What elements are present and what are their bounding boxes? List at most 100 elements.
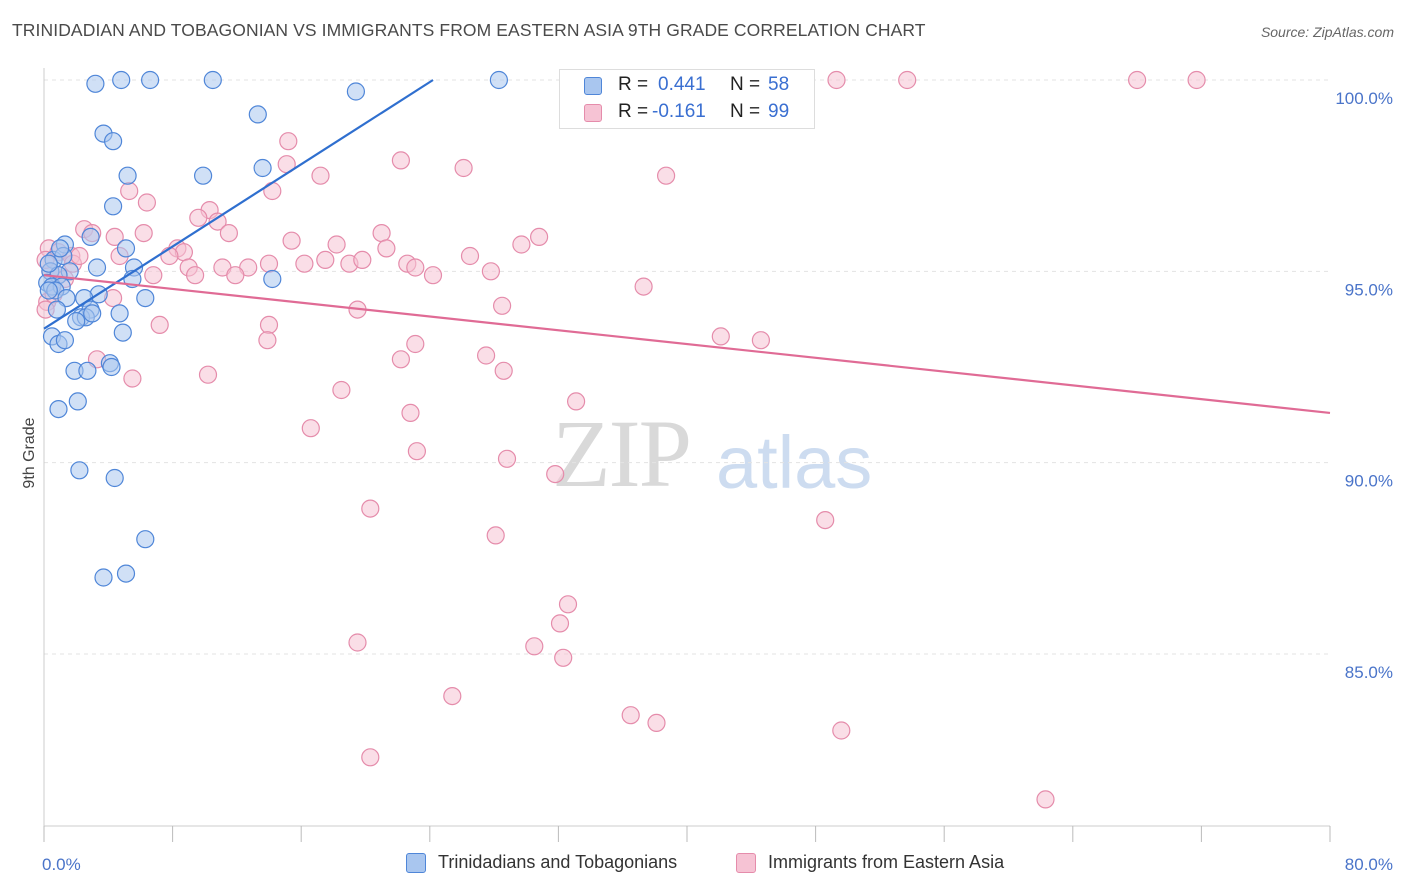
data-point (103, 197, 123, 216)
data-point (525, 637, 544, 656)
data-point (186, 266, 205, 285)
data-point (711, 327, 730, 346)
r-label: R = (618, 101, 649, 122)
bottom-legend-label: Immigrants from Eastern Asia (768, 852, 1005, 872)
data-point (141, 70, 160, 90)
data-point (353, 250, 372, 269)
data-point (443, 686, 462, 706)
data-point (406, 334, 425, 354)
data-point (372, 224, 391, 243)
data-point (102, 357, 121, 377)
data-point (1127, 70, 1147, 90)
data-point (512, 235, 531, 254)
data-point (123, 369, 142, 388)
data-point (558, 595, 578, 614)
data-point (144, 266, 163, 285)
blue-legend-square (406, 853, 426, 873)
data-point (391, 151, 410, 170)
data-point (816, 510, 835, 530)
data-point (105, 468, 124, 488)
trend-lines (43, 79, 1331, 415)
data-point (566, 392, 586, 411)
data-point (477, 346, 496, 365)
data-point (361, 499, 380, 518)
data-point (105, 227, 124, 246)
data-point (136, 289, 155, 308)
chart-title: TRINIDADIAN AND TOBAGONIAN VS IMMIGRANTS… (12, 20, 926, 40)
data-point (263, 269, 282, 289)
data-point (751, 331, 771, 350)
y-tick-label: 100.0% (1335, 89, 1393, 108)
y-tick-label: 95.0% (1345, 280, 1393, 299)
data-point (50, 239, 70, 258)
data-point (136, 530, 155, 549)
data-point (253, 158, 272, 178)
n-value: 99 (768, 101, 790, 122)
data-point (279, 132, 298, 151)
data-point (832, 721, 851, 740)
data-point (554, 648, 573, 667)
data-point (346, 82, 365, 101)
data-point (208, 212, 227, 231)
data-point (377, 239, 396, 258)
data-point (259, 315, 279, 334)
blue-swatch (584, 77, 602, 95)
data-point (327, 235, 346, 254)
data-point (546, 465, 565, 484)
correlation-legend: R = 0.441 N = 58 R = -0.161 N = 99 (559, 69, 815, 129)
data-point (634, 277, 653, 296)
data-point (550, 614, 570, 633)
data-point (407, 442, 426, 461)
data-point (78, 361, 97, 380)
data-point (258, 331, 277, 350)
data-point (94, 568, 113, 587)
data-point (493, 296, 512, 315)
data-point (460, 246, 480, 266)
data-point (116, 564, 136, 583)
data-point (391, 350, 410, 369)
pink-legend-square (736, 853, 756, 873)
data-point (348, 633, 367, 652)
data-point (311, 166, 330, 185)
data-point (198, 365, 218, 384)
pink-swatch (584, 104, 602, 122)
bottom-legend-label: Trinidadians and Tobagonians (438, 852, 678, 872)
data-point (134, 224, 153, 243)
data-point (898, 70, 917, 90)
source-credit: Source: ZipAtlas.com (1260, 24, 1394, 40)
data-point (194, 166, 213, 185)
r-value: 0.441 (658, 74, 706, 95)
data-point (110, 304, 129, 323)
r-label: R = (618, 74, 649, 95)
data-point (68, 392, 87, 411)
data-point (332, 380, 351, 400)
data-point (118, 166, 137, 185)
y-tick-label: 85.0% (1345, 663, 1393, 682)
axes (43, 68, 1331, 842)
data-point (112, 70, 131, 90)
data-point (494, 361, 513, 380)
data-point (70, 246, 89, 266)
data-point (226, 266, 245, 285)
y-tick-label: 90.0% (1345, 472, 1393, 491)
data-point (827, 70, 846, 90)
data-point (219, 224, 238, 243)
data-point (647, 713, 666, 733)
data-point (55, 331, 75, 350)
series-trinidadians-points (38, 70, 508, 587)
data-point (316, 250, 335, 269)
y-axis-label: 9th Grade (21, 417, 38, 488)
data-point (489, 70, 508, 90)
data-point (301, 419, 320, 438)
grid-lines (44, 79, 1330, 655)
data-point (423, 266, 443, 285)
data-point (203, 70, 222, 90)
data-point (295, 254, 314, 273)
series-immigrants-eastern-asia-points (36, 70, 1206, 809)
x-tick-label: 0.0% (42, 855, 81, 874)
data-point (406, 258, 425, 277)
data-point (83, 304, 102, 323)
data-point (39, 281, 58, 300)
data-point (248, 105, 267, 124)
data-point (70, 461, 89, 480)
